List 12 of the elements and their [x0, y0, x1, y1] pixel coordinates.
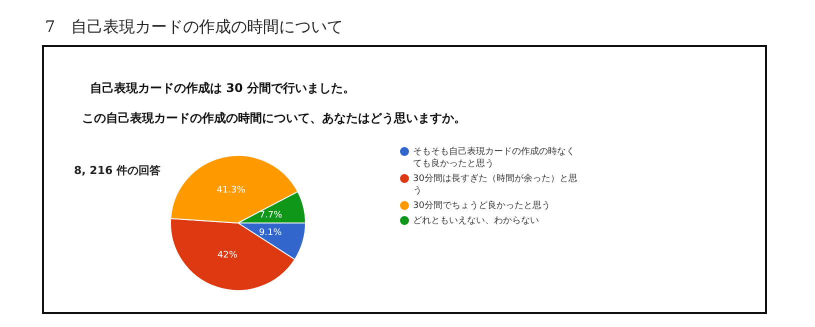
- data-label: 41.3%: [216, 185, 246, 196]
- legend-label: そもそも自己表現カードの作成の時なくても良かったと思う: [413, 146, 576, 170]
- chart-title: 7 自己表現カードの作成の時間について: [45, 17, 344, 38]
- legend-label: どれともいえない、わからない: [413, 215, 539, 227]
- text: この自己表現カードの作成の時間について、あなたはどう思いますか。: [82, 110, 466, 127]
- chart-subtitle: 自己表現カードの作成は 30 分間で行いました。: [90, 80, 356, 97]
- data-label: 7.7%: [259, 210, 283, 220]
- text: 8, 216 件の回答: [74, 163, 160, 178]
- data-label: 42%: [217, 250, 238, 260]
- legend-label: 30分間は長すぎた（時間が余った）と思う: [413, 173, 578, 197]
- legend-label: 30分間でちょうど良かったと思う: [413, 200, 550, 212]
- data-label: 9.1%: [258, 228, 282, 238]
